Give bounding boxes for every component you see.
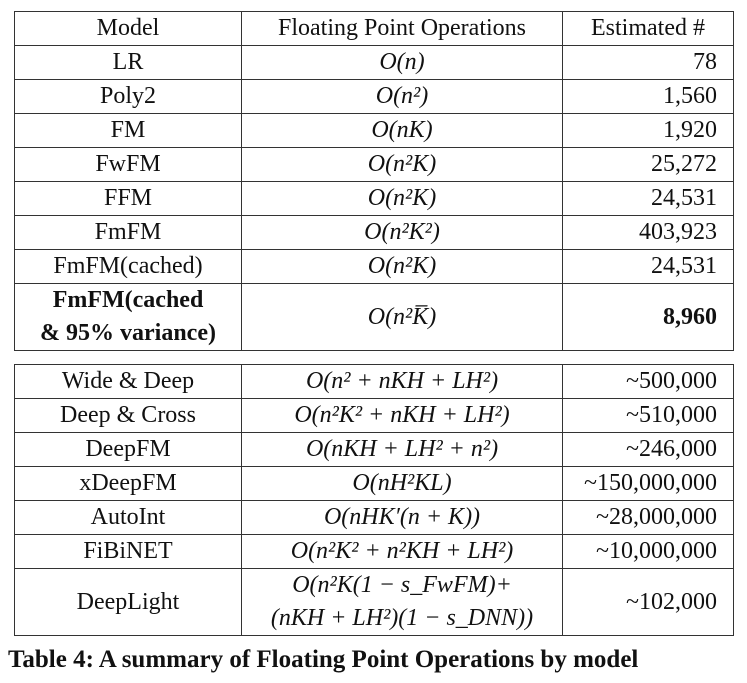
flops-cell: O(n²K) (241, 249, 563, 284)
estimate-cell: 24,531 (562, 181, 734, 216)
estimate-cell-highlight: 8,960 (562, 283, 734, 351)
flops-cell: O(n²K) (241, 147, 563, 182)
estimate-cell: 1,920 (562, 113, 734, 148)
estimate-cell: 403,923 (562, 215, 734, 250)
estimate-cell: ~102,000 (562, 568, 734, 636)
header-model: Model (14, 11, 242, 46)
model-cell: DeepLight (14, 568, 242, 636)
flops-line-2: (nKH + LH²)(1 − s_DNN)) (270, 605, 534, 631)
flops-table-shallow-models: Model Floating Point Operations Estimate… (14, 11, 734, 351)
estimate-cell: ~150,000,000 (562, 466, 734, 501)
flops-cell: O(n) (241, 45, 563, 80)
table-caption: Table 4: A summary of Floating Point Ope… (8, 646, 639, 673)
model-cell: AutoInt (14, 500, 242, 535)
model-cell: Wide & Deep (14, 364, 242, 399)
estimate-cell: ~28,000,000 (562, 500, 734, 535)
model-cell: DeepFM (14, 432, 242, 467)
flops-cell: O(n²K² + n²KH + LH²) (241, 534, 563, 569)
estimate-cell: 25,272 (562, 147, 734, 182)
flops-cell: O(n²K²) (241, 215, 563, 250)
model-cell: Poly2 (14, 79, 242, 114)
flops-cell: O(nH²KL) (241, 466, 563, 501)
table-row-deeplight: DeepLight O(n²K(1 − s_FwFM)+ (nKH + LH²)… (14, 568, 734, 636)
header-flops: Floating Point Operations (241, 11, 563, 46)
estimate-cell: 1,560 (562, 79, 734, 114)
model-cell: FmFM(cached) (14, 249, 242, 284)
highlight-row: FmFM(cached & 95% variance) O(n²K̅) 8,96… (14, 283, 734, 351)
estimate-cell: ~246,000 (562, 432, 734, 467)
table-row: Poly2 O(n²) 1,560 (14, 79, 734, 114)
flops-cell-multiline: O(n²K(1 − s_FwFM)+ (nKH + LH²)(1 − s_DNN… (241, 568, 563, 636)
model-line-2: & 95% variance) (40, 320, 216, 346)
model-line-1: FmFM(cached (52, 287, 204, 313)
estimate-cell: ~500,000 (562, 364, 734, 399)
table-row: FM O(nK) 1,920 (14, 113, 734, 148)
table-header-row: Model Floating Point Operations Estimate… (14, 11, 734, 46)
table-row: FmFM O(n²K²) 403,923 (14, 215, 734, 250)
model-cell: LR (14, 45, 242, 80)
table-row: FwFM O(n²K) 25,272 (14, 147, 734, 182)
model-cell: FM (14, 113, 242, 148)
flops-cell: O(nHK′(n + K)) (241, 500, 563, 535)
flops-cell: O(n²) (241, 79, 563, 114)
estimate-cell: ~510,000 (562, 398, 734, 433)
table-row: Wide & Deep O(n² + nKH + LH²) ~500,000 (14, 364, 734, 399)
estimate-cell: 78 (562, 45, 734, 80)
flops-cell: O(nKH + LH² + n²) (241, 432, 563, 467)
table-row: AutoInt O(nHK′(n + K)) ~28,000,000 (14, 500, 734, 535)
flops-cell: O(n²K) (241, 181, 563, 216)
table-row: xDeepFM O(nH²KL) ~150,000,000 (14, 466, 734, 501)
flops-line-1: O(n²K(1 − s_FwFM)+ (292, 572, 512, 598)
table-row: DeepFM O(nKH + LH² + n²) ~246,000 (14, 432, 734, 467)
model-cell-highlight: FmFM(cached & 95% variance) (14, 283, 242, 351)
model-cell: FiBiNET (14, 534, 242, 569)
flops-table-deep-models: Wide & Deep O(n² + nKH + LH²) ~500,000 D… (14, 364, 734, 636)
model-cell: xDeepFM (14, 466, 242, 501)
table-row: FFM O(n²K) 24,531 (14, 181, 734, 216)
table-row: FmFM(cached) O(n²K) 24,531 (14, 249, 734, 284)
estimate-cell: ~10,000,000 (562, 534, 734, 569)
flops-cell: O(nK) (241, 113, 563, 148)
model-cell: FwFM (14, 147, 242, 182)
flops-cell-highlight: O(n²K̅) (241, 283, 563, 351)
estimate-cell: 24,531 (562, 249, 734, 284)
flops-cell: O(n²K² + nKH + LH²) (241, 398, 563, 433)
header-estimate: Estimated # (562, 11, 734, 46)
model-cell: Deep & Cross (14, 398, 242, 433)
model-cell: FFM (14, 181, 242, 216)
table-row: FiBiNET O(n²K² + n²KH + LH²) ~10,000,000 (14, 534, 734, 569)
table-row: Deep & Cross O(n²K² + nKH + LH²) ~510,00… (14, 398, 734, 433)
flops-cell: O(n² + nKH + LH²) (241, 364, 563, 399)
model-cell: FmFM (14, 215, 242, 250)
table-row: LR O(n) 78 (14, 45, 734, 80)
